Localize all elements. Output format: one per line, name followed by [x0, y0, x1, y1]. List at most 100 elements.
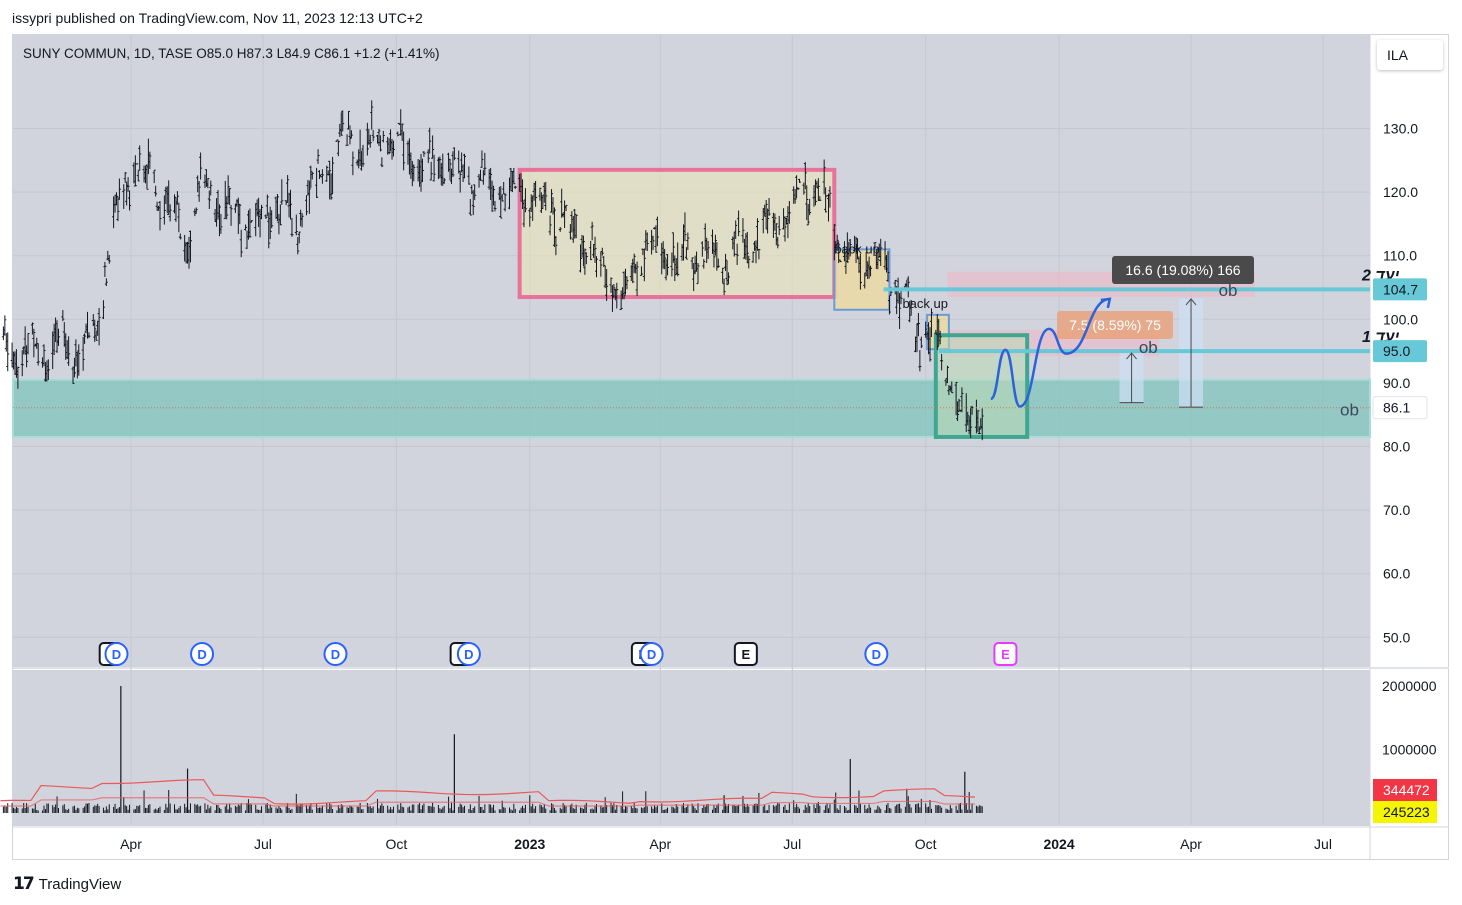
- volume-pane-bg: [13, 670, 1370, 826]
- ohlc-bar: [145, 164, 149, 190]
- ohlc-bar: [177, 202, 181, 233]
- ohlc-bar: [93, 319, 97, 342]
- ohlc-bar: [741, 218, 745, 243]
- ohlc-bar: [764, 199, 768, 230]
- ohlc-bar: [876, 247, 880, 270]
- ohlc-bar: [663, 248, 667, 270]
- ohlc-bar: [950, 381, 954, 394]
- ohlc-bar: [734, 220, 738, 239]
- ohlc-bar: [619, 290, 623, 311]
- y-tick-label: 60.0: [1383, 566, 1410, 582]
- price-label: 104.7: [1383, 281, 1418, 297]
- price-label-bg: [1373, 278, 1427, 301]
- ohlc-bar: [478, 169, 482, 181]
- ohlc-bar: [483, 152, 487, 176]
- ohlc-bar: [42, 344, 46, 367]
- ohlc-bar: [590, 221, 594, 241]
- ohlc-bar: [873, 242, 877, 249]
- ohlc-bar: [396, 131, 400, 137]
- ohlc-bar: [442, 177, 446, 184]
- ohlc-bar: [493, 201, 497, 212]
- x-tick-label: Jul: [1314, 836, 1332, 852]
- dividend-marker-label: D: [647, 647, 656, 662]
- volume-label-bg: [1373, 779, 1437, 801]
- y-tick-label: 90.0: [1383, 375, 1410, 391]
- ohlc-bar: [725, 260, 729, 286]
- ohlc-bar: [919, 336, 923, 349]
- ohlc-bar: [796, 187, 800, 190]
- ohlc-bar: [123, 172, 127, 183]
- ohlc-bar: [700, 241, 704, 257]
- ohlc-bar: [380, 157, 384, 168]
- ohlc-bar: [909, 299, 913, 316]
- price-axis: 130.0 120.0 110.0 100.0 90.0 80.0 70.0 60.0 50.0…: [1372, 121, 1437, 823]
- volume-ma-long: [0, 779, 976, 805]
- ohlc-bar: [615, 282, 619, 309]
- ohlc-bar: [72, 357, 76, 378]
- ohlc-bar: [632, 253, 636, 273]
- ohlc-bar: [745, 231, 749, 264]
- ohlc-bar: [77, 344, 81, 376]
- ohlc-bar: [757, 248, 761, 260]
- ohlc-bar: [178, 233, 182, 240]
- x-tick-label: Oct: [385, 836, 407, 852]
- ohlc-bar: [325, 165, 329, 182]
- y-tick-label: 50.0: [1383, 629, 1410, 645]
- dividend-marker-label: D: [197, 647, 206, 662]
- ohlc-bar: [639, 266, 643, 276]
- ohlc-bar: [294, 214, 298, 236]
- ohlc-bar: [818, 196, 822, 202]
- ohlc-bar: [899, 290, 903, 305]
- y-tick-label: 100.0: [1383, 311, 1418, 327]
- ohlc-bar: [101, 300, 105, 320]
- ohlc-bar: [940, 354, 944, 371]
- ohlc-bar: [489, 167, 493, 200]
- earnings-marker-label: E: [1001, 647, 1010, 662]
- ohlc-bar: [239, 229, 243, 258]
- tradingview-logo-icon: 𝟭𝟳: [13, 874, 35, 893]
- x-tick-label: 2024: [1043, 836, 1074, 852]
- ohlc-bar: [136, 169, 140, 182]
- backup-label-2: back up: [902, 296, 948, 311]
- ohlc-bar: [976, 410, 980, 432]
- ohlc-bar: [158, 201, 162, 231]
- ohlc-bar: [554, 235, 558, 256]
- ohlc-bar: [348, 125, 352, 145]
- ohlc-bar: [574, 214, 578, 239]
- ohlc-bar: [329, 173, 333, 200]
- ohlc-bar: [499, 186, 503, 219]
- ohlc-bar: [777, 215, 781, 236]
- ohlc-bar: [371, 129, 375, 142]
- ohlc-bar: [651, 235, 655, 251]
- ohlc-bar: [747, 255, 751, 269]
- ohlc-bar: [36, 343, 40, 366]
- ohlc-bar: [351, 151, 355, 176]
- ohlc-bar: [886, 251, 890, 282]
- ohlc-bar: [452, 147, 456, 161]
- ohlc-bar: [377, 128, 381, 147]
- ohlc-bar: [152, 169, 156, 184]
- ohlc-bar: [642, 248, 646, 282]
- x-tick-label: 2023: [514, 836, 545, 852]
- ohlc-bar: [589, 240, 593, 261]
- ohlc-bar: [175, 191, 179, 205]
- ohlc-bar: [71, 366, 75, 384]
- ohlc-bar: [336, 140, 340, 157]
- ohlc-bar: [945, 365, 949, 384]
- ohlc-bar: [737, 210, 741, 237]
- ohlc-bar: [929, 308, 933, 338]
- ohlc-bar: [361, 144, 365, 167]
- ohlc-bar: [309, 165, 313, 188]
- ohlc-bar: [838, 259, 842, 263]
- dividend-marker-label: D: [464, 647, 473, 662]
- currency-button[interactable]: ILA: [1377, 40, 1443, 70]
- ohlc-bar: [162, 195, 166, 225]
- ohlc-bar: [766, 208, 770, 234]
- ohlc-bar: [528, 208, 532, 227]
- ohlc-bar: [599, 251, 603, 277]
- ohlc-bar: [716, 258, 720, 268]
- ohlc-bar: [706, 240, 710, 259]
- ohlc-bar: [609, 277, 613, 293]
